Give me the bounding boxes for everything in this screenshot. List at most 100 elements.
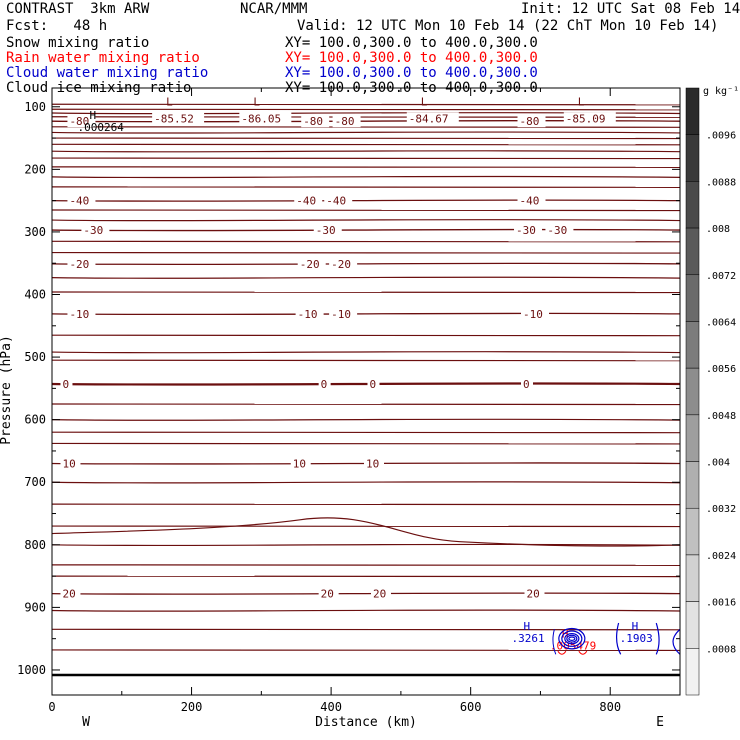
isotherm-label-bg: [318, 586, 339, 600]
colorbar-tick-label: .0064: [706, 317, 736, 328]
isotherm-label: 0: [369, 378, 376, 391]
isotherm-line: [51, 137, 681, 140]
rain-water-contour: [557, 650, 588, 655]
label-layer: -80 -80 -80 -80-40 -40 -40 -40-30 -30 -30 -30-20-…: [60, 95, 653, 653]
isotherm-label-bg: [60, 456, 81, 470]
isotherm-label-bg: [514, 223, 543, 237]
y-tick-label: 100: [24, 100, 46, 114]
isotherm-line: [51, 359, 681, 362]
colorbar-swatch: [685, 554, 700, 602]
isotherm-label: -10: [523, 308, 543, 321]
x-tick-label: 400: [320, 700, 342, 714]
isotherm-label: -80: [520, 115, 540, 128]
cloud-water-contour: [564, 632, 580, 645]
field-name-snow: Snow mixing ratio: [6, 35, 150, 51]
isotherm-label: -10: [69, 308, 89, 321]
isotherm-line: [51, 312, 681, 316]
y-tick-label: 900: [24, 600, 46, 614]
colorbar-swatch: [685, 134, 700, 182]
x-tick-label: 600: [460, 700, 482, 714]
isotherm-line: [51, 418, 681, 421]
y-tick-label: 500: [24, 350, 46, 364]
cloud-water-contour: [558, 627, 586, 650]
isotherm-line: [51, 543, 681, 547]
field-name-rain: Rain water mixing ratio: [6, 50, 200, 66]
isotherm-line: [51, 240, 681, 243]
isotherm-label: -30: [516, 224, 536, 237]
cloud-water-contour: [566, 634, 578, 643]
low-marker: L: [578, 95, 585, 108]
extremum-value-label: .3261: [512, 632, 545, 645]
isotherm-label-bg: [301, 114, 330, 128]
y-tick-label: 600: [24, 413, 46, 427]
field-name-cloud-water: Cloud water mixing ratio: [6, 65, 209, 81]
colorbar-tick-label: .0032: [706, 504, 736, 515]
isotherm-line: [51, 218, 681, 222]
colorbar-swatch: [685, 367, 700, 416]
isotherm-line: [51, 143, 681, 146]
plot-frame: [51, 87, 681, 696]
organization: NCAR/MMM: [240, 1, 308, 17]
isotherm-label: -40: [326, 195, 346, 208]
isotherm-line: [51, 103, 681, 106]
isotherm-line: [51, 126, 681, 128]
isotherm-line: [51, 157, 681, 160]
minimum-label: -85.09: [566, 112, 606, 125]
isotherm-label-bg: [60, 586, 81, 600]
colorbar-tick-label: .0048: [706, 411, 736, 422]
isotherm-label-bg: [370, 586, 391, 600]
isotherm-label: 0: [321, 378, 328, 391]
isotherm-line: [51, 150, 681, 153]
isotherm-label: -40: [296, 195, 316, 208]
extremum-value-label: .000264: [77, 121, 124, 134]
isotherm-label-bg: [517, 193, 546, 207]
colorbar-swatch: [685, 321, 700, 369]
isotherm-label: -80: [69, 115, 89, 128]
isotherm-label: -80: [303, 115, 323, 128]
colorbar: .0096 .0088 .008 .0072 .0064 .0056 .0048 .004 .0…: [685, 87, 736, 696]
colorbar-tick-label: .0056: [706, 364, 736, 375]
cloud-water-contour: [655, 622, 660, 655]
low-marker: L: [166, 95, 173, 108]
cloud-water-contour: [616, 622, 622, 655]
isotherm-label-bg: [364, 456, 384, 470]
isotherm-label: -30: [316, 224, 336, 237]
isotherm-line: [51, 334, 681, 337]
isotherm-line: [51, 209, 681, 212]
low-marker: L: [253, 95, 260, 108]
colorbar-swatch: [685, 87, 700, 135]
x-east-label: E: [656, 715, 664, 730]
cloud-water-contour: [672, 628, 681, 655]
isotherm-line: [51, 131, 681, 134]
isotherm-label: -10: [331, 308, 351, 321]
isotherm-line: [51, 517, 681, 547]
model-title: CONTRAST 3km ARW: [6, 1, 150, 17]
x-tick-label: 200: [181, 700, 203, 714]
minimum-label: -85.52: [154, 112, 194, 125]
colorbar-swatch: [685, 461, 700, 509]
isotherm-label-bg: [295, 306, 324, 320]
isotherm-label: -10: [298, 308, 318, 321]
isotherm-label: -80: [335, 115, 355, 128]
isotherm-label-bg: [329, 306, 358, 320]
minimum-label-bg: [563, 112, 616, 125]
isotherm-label-bg: [524, 586, 545, 600]
isotherm-label-bg: [521, 376, 533, 390]
x-tick-label: 800: [599, 700, 621, 714]
colorbar-swatch: [685, 507, 700, 556]
isotherm-label: 20: [373, 588, 386, 601]
x-axis-label: Distance (km): [315, 715, 417, 730]
isotherm-label: 20: [526, 588, 539, 601]
isotherm-line: [51, 276, 681, 279]
isotherm-label-bg: [324, 193, 353, 207]
y-axis-label: Pressure (hPa): [0, 335, 14, 445]
colorbar-swatch: [685, 227, 700, 276]
isotherm-line: [51, 503, 681, 506]
isotherm-label: -40: [69, 195, 89, 208]
isotherm-line: [51, 481, 681, 484]
x-tick-label: 0: [48, 700, 55, 714]
isotherm-label-bg: [67, 256, 96, 270]
minimum-label: -86.05: [241, 112, 281, 125]
cloud-water-contour: [552, 629, 557, 655]
isotherm-label-bg: [60, 376, 73, 390]
